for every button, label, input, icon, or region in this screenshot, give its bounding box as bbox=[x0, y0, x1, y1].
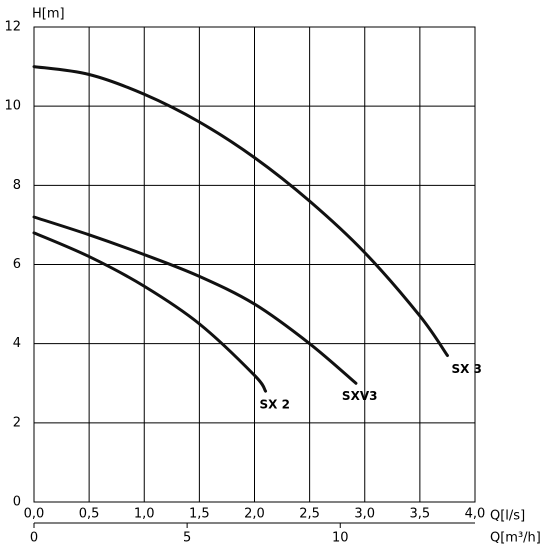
y-tick-label: 2 bbox=[13, 415, 21, 430]
x2-tick-label: 10 bbox=[332, 531, 349, 546]
curve-label: SXV3 bbox=[342, 389, 378, 403]
plot-frame bbox=[33, 26, 476, 503]
x2-tick-label: 0 bbox=[30, 531, 38, 546]
x-tick-label: 1,0 bbox=[134, 507, 155, 522]
x-tick-label: 4,0 bbox=[465, 507, 486, 522]
y-tick-label: 4 bbox=[13, 336, 21, 351]
x-tick-label: 0,5 bbox=[79, 507, 100, 522]
curve-label: SX 2 bbox=[260, 398, 290, 412]
x-tick-label: 0,0 bbox=[24, 507, 45, 522]
y-tick-label: 12 bbox=[4, 20, 21, 35]
curve bbox=[32, 231, 268, 393]
x-tick-label: 2,0 bbox=[244, 507, 265, 522]
y-tick-label: 8 bbox=[13, 178, 21, 193]
y-tick-label: 10 bbox=[4, 99, 21, 114]
x-tick-label: 3,5 bbox=[410, 507, 431, 522]
x-tick-label: 1,5 bbox=[189, 507, 210, 522]
x2-axis-label: Q[m³/h] bbox=[490, 531, 541, 546]
x-axis-label: Q[l/s] bbox=[490, 509, 525, 524]
curve bbox=[32, 215, 358, 385]
x-tick-label: 3,0 bbox=[354, 507, 375, 522]
y-tick-label: 0 bbox=[13, 495, 21, 510]
y-tick-label: 6 bbox=[13, 257, 21, 272]
x-tick-label: 2,5 bbox=[299, 507, 320, 522]
x2-tick-label: 5 bbox=[183, 531, 191, 546]
curve-label: SX 3 bbox=[451, 362, 481, 376]
y-axis-label: H[m] bbox=[32, 7, 65, 22]
curve bbox=[32, 65, 449, 358]
